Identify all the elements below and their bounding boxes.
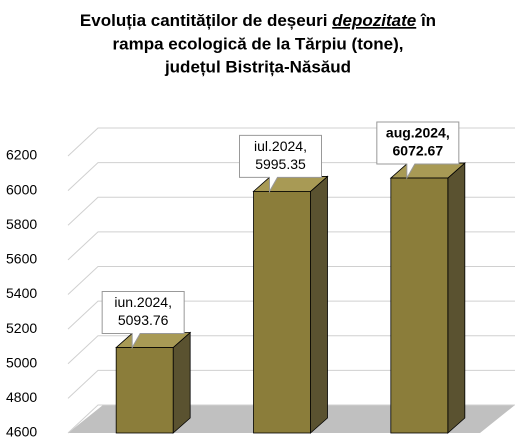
y-tick-label: 5000 bbox=[6, 354, 37, 370]
chart-title: județul Bistrița-Năsăud bbox=[164, 57, 351, 76]
data-label: iun.2024, bbox=[114, 294, 172, 310]
y-tick-label: 5600 bbox=[6, 251, 37, 267]
y-tick-label: 4600 bbox=[6, 424, 37, 440]
title-part: în bbox=[416, 11, 436, 30]
chart-title: rampa ecologică de la Tărpiu (tone), bbox=[113, 34, 404, 53]
grid-line bbox=[67, 404, 515, 434]
y-tick-label: 6200 bbox=[6, 147, 37, 163]
bar-side bbox=[172, 331, 191, 434]
title-emphasis: depozitate bbox=[332, 11, 416, 30]
y-tick-label: 5400 bbox=[6, 285, 37, 301]
y-tick-label: 6000 bbox=[6, 181, 37, 197]
grid-line bbox=[67, 162, 515, 191]
bar-front bbox=[390, 177, 449, 434]
bar bbox=[115, 331, 192, 434]
bar-side bbox=[447, 162, 466, 434]
data-label: aug.2024, bbox=[386, 125, 450, 141]
chart-title: Evoluția cantităților de deșeuri depozit… bbox=[80, 11, 436, 30]
y-tick-label: 5200 bbox=[6, 320, 37, 336]
bar bbox=[252, 175, 329, 434]
grid-line bbox=[67, 266, 515, 295]
bar-front bbox=[115, 347, 174, 434]
title-part: Evoluția cantităților de deșeuri bbox=[80, 11, 332, 30]
bar-side bbox=[310, 175, 328, 434]
grid-line bbox=[67, 127, 515, 157]
data-label: iul.2024, bbox=[254, 138, 307, 154]
data-label: 5093.76 bbox=[118, 312, 169, 328]
label-box bbox=[376, 121, 460, 180]
bar bbox=[389, 162, 466, 434]
label-box bbox=[239, 134, 322, 194]
grid-line bbox=[67, 300, 515, 330]
bar-front bbox=[253, 191, 311, 434]
data-label: 5995.35 bbox=[255, 156, 306, 172]
grid-line bbox=[67, 231, 515, 261]
y-tick-label: 4800 bbox=[6, 389, 37, 405]
grid-line bbox=[67, 369, 515, 399]
grid-line bbox=[67, 335, 515, 365]
data-label: 6072.67 bbox=[393, 143, 444, 159]
grid-line bbox=[67, 196, 515, 226]
label-box bbox=[101, 291, 185, 350]
y-tick-label: 5800 bbox=[6, 216, 37, 232]
